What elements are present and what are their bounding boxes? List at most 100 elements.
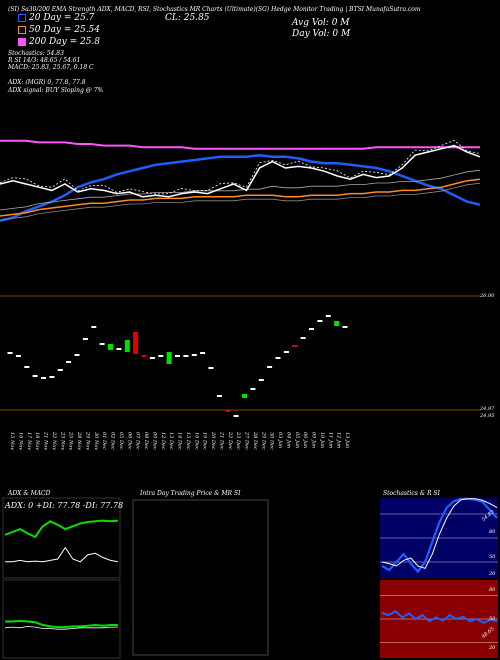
macd-series-signal: [4, 625, 118, 630]
date-tick: 10 Jan: [319, 432, 325, 448]
date-tick: 02 Dec: [110, 432, 116, 450]
adx-series-di: [4, 519, 119, 539]
candle: [225, 410, 231, 412]
main-envelope-upper: [0, 169, 481, 211]
main-series-200-day: [0, 139, 480, 150]
adx-panel-frame: [2, 497, 121, 579]
candle: [309, 328, 314, 330]
candle: [233, 415, 239, 417]
rsi-tick-80: 80: [489, 587, 496, 593]
main-series-price: [0, 144, 481, 198]
candle: [342, 326, 348, 328]
date-tick: 15 Nov: [9, 432, 15, 450]
candle: [317, 320, 323, 322]
date-tick: 06 Dec: [126, 432, 132, 450]
stoch-series-pct-d: [381, 498, 498, 570]
adx-series-di: [5, 546, 119, 563]
date-tick: 12 Dec: [160, 432, 166, 450]
candle: [108, 344, 113, 350]
legend-200-day-swatch: [18, 37, 26, 46]
candle: [82, 338, 88, 340]
stochastics-lines: [381, 497, 498, 574]
date-tick: 05 Dec: [118, 432, 124, 450]
date-tick: 03 Jan: [277, 432, 283, 448]
date-tick: 09 Jan: [311, 432, 317, 448]
date-tick: 01 Dec: [101, 432, 107, 450]
date-tick: 19 Dec: [202, 432, 208, 450]
date-tick: 22 Dec: [227, 431, 233, 450]
date-tick: 12 Jan: [336, 432, 342, 448]
candle: [191, 354, 197, 356]
adx-lines: [4, 519, 119, 563]
date-tick: 25 Nov: [68, 431, 74, 450]
stoch-tick-50: 50: [489, 554, 496, 560]
date-tick: 20 Dec: [210, 431, 216, 450]
macd-series-macd: [5, 619, 118, 629]
candle: [334, 321, 340, 326]
adx-panel-label: ADX: 0 +DI: 77.78 -DI: 77.78: [5, 501, 124, 510]
candle: [24, 366, 30, 368]
rsi-tick-50: 50: [489, 616, 496, 622]
candle: [242, 394, 247, 398]
date-tick: 23 Nov: [59, 431, 65, 450]
day-volume-label: Day Vol: 0 M: [292, 29, 351, 39]
legend-20-day-label: 20 Day = 25.7: [29, 13, 95, 23]
legend-20-day: 20 Day = 25.7: [18, 13, 94, 23]
date-tick: 08 Dec: [143, 432, 149, 450]
intraday-panel-frame: [132, 499, 269, 656]
intraday-panel-title: Intra Day Trading Price & MR SI: [140, 490, 241, 497]
date-tick: 23 Dec: [235, 431, 241, 450]
candle: [99, 343, 105, 345]
date-tick: 29 Nov: [84, 431, 90, 450]
stoch-series-pct-k: [381, 497, 498, 574]
candle: [183, 355, 189, 357]
date-tick: 04 Jan: [285, 432, 291, 448]
candle: [208, 367, 214, 369]
main-envelope-lower: [0, 182, 481, 221]
date-tick: 28 Dec: [252, 431, 258, 450]
candle: [325, 315, 331, 317]
legend-50-day-swatch: [18, 25, 26, 34]
candle: [141, 355, 147, 357]
stoch-tick-20: 20: [489, 571, 496, 577]
candle: [158, 355, 164, 357]
legend-50-day: 50 Day = 25.54: [18, 25, 100, 35]
date-tick: 30 Dec: [269, 432, 275, 450]
legend-200-day: 200 Day = 25.8: [18, 37, 100, 47]
legend-20-day-swatch: [18, 13, 26, 22]
date-tick: 11 Jan: [327, 432, 333, 448]
candle: [216, 395, 222, 397]
date-tick: 27 Dec: [244, 431, 250, 450]
legend-50-day-label: 50 Day = 25.54: [29, 25, 101, 35]
adx-panel-title: ADX & MACD: [8, 490, 51, 497]
candle: [250, 388, 256, 390]
candle: [116, 348, 122, 350]
price-tick-low: 24.95: [480, 413, 495, 419]
date-tick: 15 Dec: [185, 432, 191, 450]
macd-panel-frame: [2, 579, 121, 659]
date-tick: 13 Dec: [168, 432, 174, 450]
candle: [267, 366, 273, 368]
candle: [292, 345, 298, 347]
legend-200-day-label: 200 Day = 25.8: [29, 37, 101, 47]
date-tick: 09 Dec: [151, 432, 157, 450]
candle: [7, 352, 13, 354]
date-tick: 14 Dec: [177, 432, 183, 450]
candle: [32, 375, 38, 377]
stochastics-panel-title: Stochastics & R SI: [383, 490, 440, 497]
rsi-series-line: [381, 609, 498, 625]
macd-value: MACD: 25.83, 25.67, 0.18 C: [8, 64, 94, 71]
date-tick: 22 Nov: [51, 431, 57, 450]
candle: [57, 369, 63, 371]
candle: [283, 351, 289, 353]
date-tick: 21 Dec: [218, 431, 224, 450]
candle: [124, 340, 130, 352]
date-tick: 06 Jan: [302, 432, 308, 448]
date-tick: 30 Nov: [93, 432, 99, 450]
candle: [300, 337, 306, 339]
date-tick: 05 Jan: [294, 432, 300, 448]
date-tick: 17 Nov: [26, 432, 32, 450]
candle: [258, 379, 264, 381]
price-candles-panel: [0, 295, 480, 417]
